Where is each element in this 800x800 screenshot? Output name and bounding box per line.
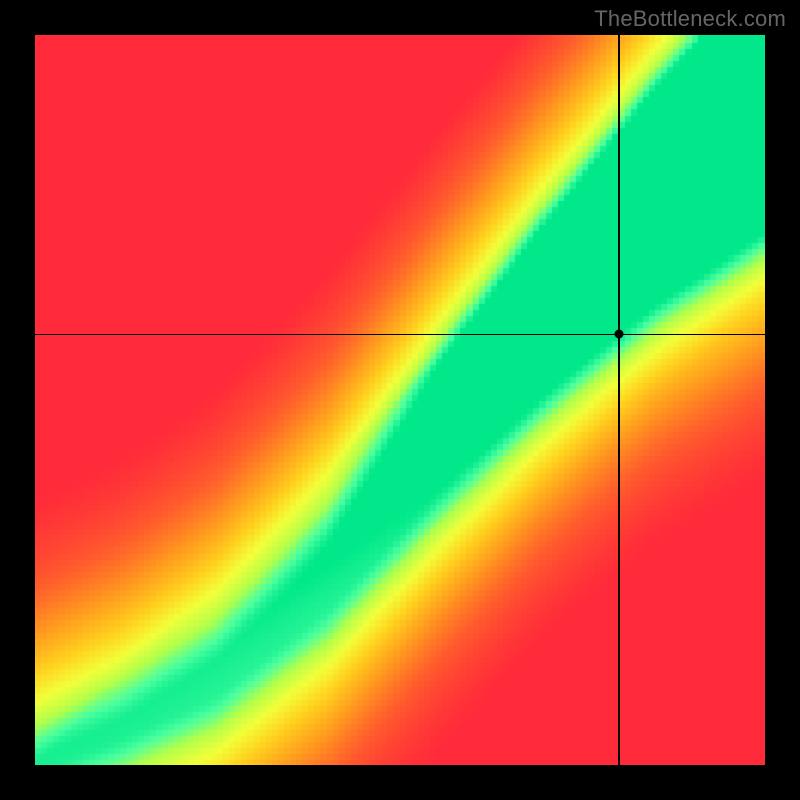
crosshair-horizontal <box>35 334 765 336</box>
heatmap-canvas <box>35 35 765 765</box>
plot-area <box>35 35 765 765</box>
chart-container: TheBottleneck.com <box>0 0 800 800</box>
watermark-text: TheBottleneck.com <box>594 6 786 32</box>
crosshair-vertical <box>618 35 620 765</box>
crosshair-marker-dot <box>615 330 624 339</box>
